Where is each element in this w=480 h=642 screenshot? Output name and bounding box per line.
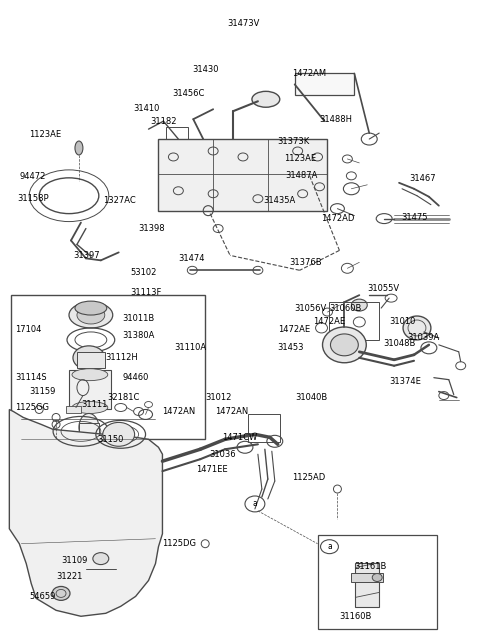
Text: 53102: 53102 — [131, 268, 157, 277]
Text: 31039A: 31039A — [407, 333, 439, 342]
Text: 1123AE: 1123AE — [284, 155, 316, 164]
Text: 1472AN: 1472AN — [215, 407, 248, 416]
Text: 31160B: 31160B — [339, 612, 372, 621]
Text: 31056V: 31056V — [295, 304, 327, 313]
Text: 1472AE: 1472AE — [278, 325, 310, 334]
Text: 94460: 94460 — [123, 373, 149, 382]
Bar — [318, 535, 437, 629]
Text: a: a — [327, 542, 332, 551]
Text: 31113F: 31113F — [131, 288, 162, 297]
Text: 31475: 31475 — [401, 213, 428, 222]
Bar — [167, 127, 188, 139]
Bar — [66, 406, 81, 413]
Ellipse shape — [52, 586, 70, 600]
Text: 1125AD: 1125AD — [292, 473, 325, 482]
Text: 1125DG: 1125DG — [162, 539, 196, 548]
Text: 54659: 54659 — [29, 592, 56, 601]
Text: 32181C: 32181C — [108, 393, 140, 402]
Text: 31060B: 31060B — [329, 304, 362, 313]
Bar — [69, 370, 111, 410]
Ellipse shape — [72, 369, 108, 381]
Bar — [77, 352, 105, 368]
Text: 31150: 31150 — [97, 435, 123, 444]
Ellipse shape — [403, 316, 431, 340]
Ellipse shape — [372, 573, 382, 582]
Ellipse shape — [79, 413, 99, 441]
Ellipse shape — [323, 327, 366, 363]
Polygon shape — [9, 410, 162, 616]
Bar — [12, 295, 205, 439]
Text: 31488H: 31488H — [320, 115, 352, 124]
Ellipse shape — [75, 141, 83, 155]
Text: 1472AD: 1472AD — [322, 214, 355, 223]
Bar — [329, 302, 379, 340]
Text: 31435A: 31435A — [263, 196, 295, 205]
Text: 1471CW: 1471CW — [222, 433, 257, 442]
Text: 31374E: 31374E — [389, 377, 421, 386]
Text: 31036: 31036 — [209, 450, 236, 459]
Bar — [248, 415, 280, 442]
Text: 31182: 31182 — [151, 117, 177, 126]
Text: 94472: 94472 — [19, 172, 46, 181]
Text: 31109: 31109 — [61, 556, 87, 565]
Text: 31373K: 31373K — [278, 137, 310, 146]
Text: 31114S: 31114S — [15, 373, 47, 382]
Text: 31012: 31012 — [205, 393, 231, 402]
Text: 1327AC: 1327AC — [103, 196, 135, 205]
Ellipse shape — [252, 91, 280, 107]
Text: 31453: 31453 — [278, 343, 304, 352]
Text: 31159: 31159 — [29, 387, 56, 396]
Bar — [158, 139, 327, 211]
Text: 31161B: 31161B — [354, 562, 387, 571]
Text: 31410: 31410 — [133, 104, 160, 113]
Ellipse shape — [351, 299, 367, 311]
Ellipse shape — [93, 553, 109, 564]
Text: 31380A: 31380A — [123, 331, 155, 340]
Bar — [79, 424, 99, 437]
Bar — [351, 573, 383, 582]
Text: 17104: 17104 — [15, 325, 42, 334]
Text: 31430: 31430 — [192, 65, 218, 74]
Text: 1123AE: 1123AE — [29, 130, 61, 139]
Text: 31110A: 31110A — [174, 343, 206, 352]
Text: 31010: 31010 — [389, 318, 416, 327]
Text: 1472AE: 1472AE — [313, 318, 346, 327]
Text: 31040B: 31040B — [296, 393, 328, 402]
Text: 31456C: 31456C — [172, 89, 205, 98]
Ellipse shape — [69, 302, 113, 328]
Text: 31467: 31467 — [409, 175, 436, 184]
Text: 31011B: 31011B — [123, 313, 155, 322]
Ellipse shape — [103, 422, 134, 446]
Bar — [295, 73, 354, 95]
Ellipse shape — [75, 301, 107, 315]
Text: 31474: 31474 — [179, 254, 205, 263]
Bar — [355, 562, 379, 607]
Text: 31055V: 31055V — [367, 284, 399, 293]
Text: 1472AN: 1472AN — [162, 407, 196, 416]
Text: 31048B: 31048B — [383, 340, 416, 349]
Text: 31487A: 31487A — [286, 171, 318, 180]
Ellipse shape — [330, 334, 358, 356]
Text: 31473V: 31473V — [228, 19, 260, 28]
Ellipse shape — [73, 346, 105, 370]
Text: 31221: 31221 — [56, 572, 83, 581]
Text: 31376B: 31376B — [290, 258, 323, 267]
Text: 31397: 31397 — [73, 251, 99, 260]
Text: 31111: 31111 — [81, 400, 108, 409]
Text: 1472AM: 1472AM — [292, 69, 326, 78]
Text: a: a — [252, 499, 257, 508]
Ellipse shape — [77, 306, 105, 324]
Ellipse shape — [72, 401, 108, 413]
Text: 31158P: 31158P — [17, 195, 49, 204]
Text: 1125GG: 1125GG — [15, 403, 49, 412]
Text: 31398: 31398 — [139, 224, 165, 233]
Text: 31112H: 31112H — [106, 353, 139, 362]
Text: 1471EE: 1471EE — [196, 465, 228, 474]
